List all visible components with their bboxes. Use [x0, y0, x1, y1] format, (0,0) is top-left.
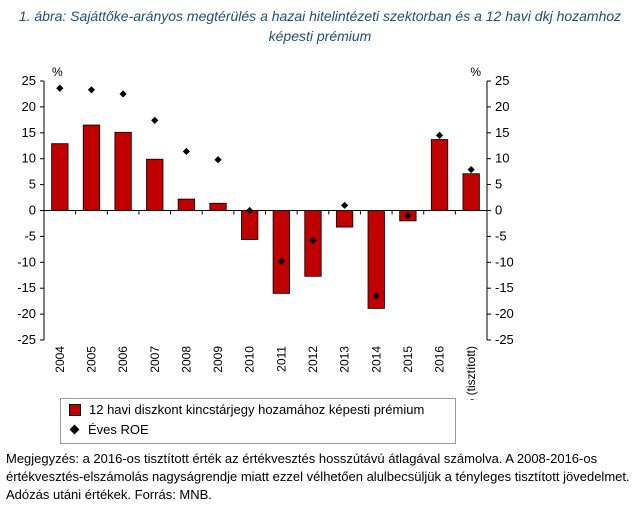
roe-point-2016-tiszt-tott- — [467, 165, 475, 174]
x-tick-label: 2010 — [243, 346, 257, 373]
legend-item-roe: Éves ROE — [69, 422, 149, 437]
roe-point-2007 — [151, 116, 159, 124]
bar-2016-tiszt-tott- — [462, 173, 480, 211]
y-tick-label-left: 15 — [22, 125, 36, 140]
roe-point-2015 — [404, 212, 412, 220]
y-tick-label-right: -5 — [495, 228, 507, 243]
points — [56, 84, 475, 300]
bars — [51, 124, 480, 309]
y-tick-label-right: 10 — [495, 151, 509, 166]
bar-2004 — [51, 143, 69, 211]
roe-point-2013 — [341, 201, 349, 209]
bar-2011 — [272, 210, 290, 294]
y-tick-label-right: -15 — [495, 280, 514, 295]
roe-point-2014 — [372, 292, 380, 300]
y-tick-label-left: 10 — [22, 151, 36, 166]
x-tick-label: 2011 — [274, 346, 288, 372]
x-tick-label: 2006 — [116, 346, 130, 373]
axes — [40, 80, 491, 341]
x-tick-label: 2008 — [179, 346, 193, 373]
y-tick-label-left: -25 — [17, 332, 36, 347]
bar-2009 — [209, 202, 227, 211]
x-tick-label: 2016 — [433, 346, 447, 373]
y-tick-label-left: -15 — [17, 280, 36, 295]
x-tick-label: 2004 — [53, 346, 67, 373]
roe-point-2008 — [182, 147, 190, 156]
x-tick-label: 2014 — [369, 346, 383, 373]
y-tick-label-left: 25 — [22, 73, 36, 88]
x-tick-label: 2005 — [84, 346, 98, 373]
legend-marker-roe — [69, 424, 80, 435]
legend-label-premium: 12 havi diszkont kincstárjegy hozamához … — [89, 402, 425, 417]
roe-point-2005 — [87, 86, 96, 94]
bar-2007 — [146, 158, 164, 211]
bar-2006 — [114, 131, 132, 211]
y-tick-label-right: -25 — [495, 332, 514, 347]
x-tick-label: 2009 — [211, 346, 225, 373]
bar-2010 — [241, 210, 259, 240]
legend: 12 havi diszkont kincstárjegy hozamához … — [60, 398, 456, 444]
legend-item-premium: 12 havi diszkont kincstárjegy hozamához … — [69, 402, 424, 417]
y-tick-label-right: 15 — [495, 125, 509, 140]
roe-point-2012 — [309, 236, 317, 245]
x-tick-label: 2007 — [148, 346, 162, 373]
footnote: Megjegyzés: a 2016-os tisztított érték a… — [6, 451, 630, 502]
bar-2013 — [335, 210, 354, 228]
x-tick-label: 2016 (tisztított) — [464, 346, 478, 400]
y-tick-label-right: -10 — [495, 254, 514, 269]
y-tick-label-right: -20 — [495, 306, 514, 321]
roe-point-2009 — [214, 156, 222, 164]
x-tick-label: 2012 — [306, 346, 320, 373]
y-tick-label-right: 25 — [495, 73, 509, 88]
roe-point-2010 — [246, 206, 254, 215]
legend-label-roe: Éves ROE — [88, 422, 149, 437]
bar-2005 — [82, 124, 101, 211]
right-axis-unit: % — [470, 65, 481, 79]
left-axis-unit: % — [52, 65, 63, 79]
chart-title: 1. ábra: Sajáttőke-arányos megtérülés a … — [18, 8, 622, 44]
legend-swatch-premium — [69, 403, 81, 416]
roe-point-2006 — [119, 90, 127, 98]
roe-point-2016 — [435, 131, 444, 139]
bar-2016 — [430, 139, 449, 211]
y-tick-label-right: 0 — [495, 203, 502, 218]
y-tick-label-left: 0 — [29, 203, 36, 218]
y-tick-label-left: -20 — [17, 306, 36, 321]
bar-2008 — [177, 198, 196, 211]
y-tick-label-left: 5 — [29, 177, 36, 192]
y-tick-label-left: 20 — [22, 99, 36, 114]
roe-point-2004 — [56, 84, 64, 92]
bar-2014 — [367, 210, 385, 309]
x-tick-label: 2015 — [401, 346, 415, 373]
y-tick-label-right: 5 — [495, 177, 502, 192]
y-tick-label-left: -5 — [24, 228, 36, 243]
x-tick-label: 2013 — [338, 346, 352, 373]
y-tick-label-right: 20 — [495, 99, 509, 114]
y-tick-label-left: -10 — [17, 254, 36, 269]
